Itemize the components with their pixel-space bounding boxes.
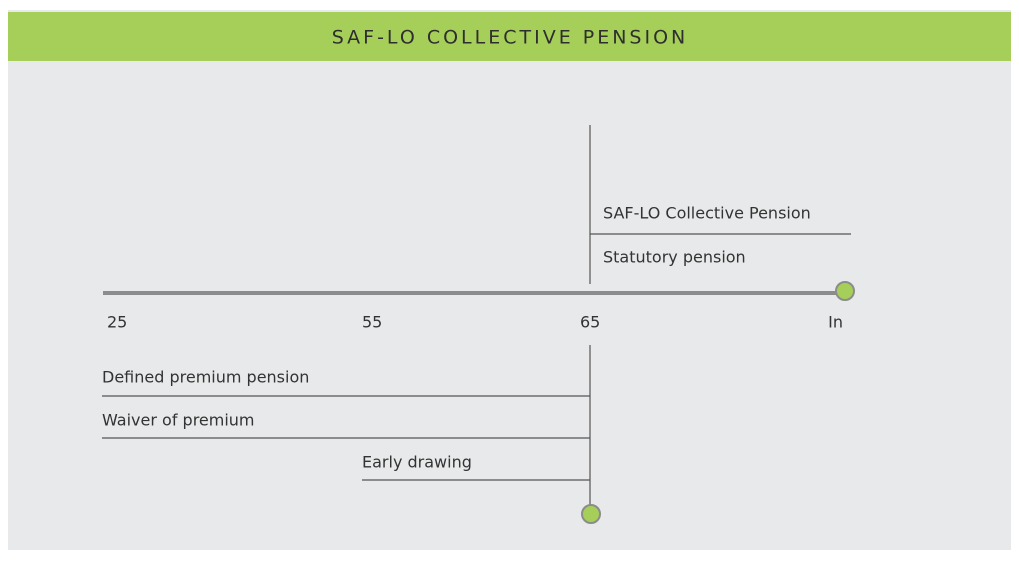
axis-label: 65: [580, 313, 600, 332]
axis-label: 25: [107, 313, 127, 332]
retirement-end: [581, 504, 601, 524]
lower-item: Early drawing: [362, 453, 472, 472]
axis-label: 55: [362, 313, 382, 332]
axis-label: In: [828, 313, 843, 332]
upper-item: SAF-LO Collective Pension: [603, 204, 811, 223]
header-bar: [8, 12, 1011, 61]
lower-item: Waiver of premium: [102, 411, 255, 430]
timeline-end: [835, 281, 855, 301]
header-title: SAF-LO COLLECTIVE PENSION: [332, 27, 689, 49]
panel: [8, 10, 1011, 550]
lower-item: Defined premium pension: [102, 368, 309, 387]
upper-item: Statutory pension: [603, 248, 746, 267]
